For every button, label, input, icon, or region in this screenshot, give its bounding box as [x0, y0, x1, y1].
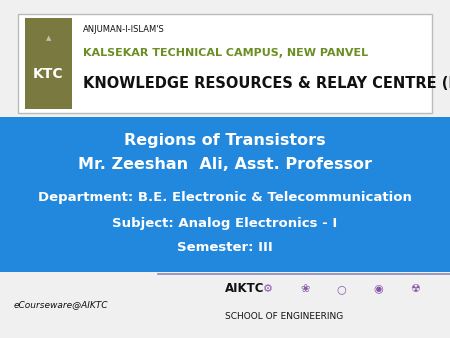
- Bar: [18, 14, 432, 113]
- Text: KTC: KTC: [33, 67, 64, 81]
- Text: ▲: ▲: [46, 35, 51, 41]
- Text: eCourseware@AIKTC: eCourseware@AIKTC: [14, 300, 108, 309]
- Bar: [0, 117, 450, 272]
- Text: ANJUMAN-I-ISLAM'S: ANJUMAN-I-ISLAM'S: [83, 25, 165, 34]
- Text: Department: B.E. Electronic & Telecommunication: Department: B.E. Electronic & Telecommun…: [38, 191, 412, 204]
- Text: ❀: ❀: [300, 284, 309, 294]
- Text: KALSEKAR TECHNICAL CAMPUS, NEW PANVEL: KALSEKAR TECHNICAL CAMPUS, NEW PANVEL: [83, 48, 369, 58]
- Text: Semester: III: Semester: III: [177, 241, 273, 255]
- Text: SCHOOL OF ENGINEERING: SCHOOL OF ENGINEERING: [225, 312, 343, 320]
- Text: Mr. Zeeshan  Ali, Asst. Professor: Mr. Zeeshan Ali, Asst. Professor: [78, 156, 372, 171]
- Text: ☢: ☢: [410, 284, 420, 294]
- Text: Regions of Transistors: Regions of Transistors: [124, 133, 326, 148]
- Text: ○: ○: [337, 284, 347, 294]
- Text: Subject: Analog Electronics - I: Subject: Analog Electronics - I: [112, 217, 338, 230]
- Text: AIKTC: AIKTC: [225, 283, 265, 295]
- Bar: [25, 18, 72, 109]
- Text: ⚙: ⚙: [263, 284, 273, 294]
- Text: ◉: ◉: [374, 284, 383, 294]
- Text: KNOWLEDGE RESOURCES & RELAY CENTRE (KRRC): KNOWLEDGE RESOURCES & RELAY CENTRE (KRRC…: [83, 76, 450, 91]
